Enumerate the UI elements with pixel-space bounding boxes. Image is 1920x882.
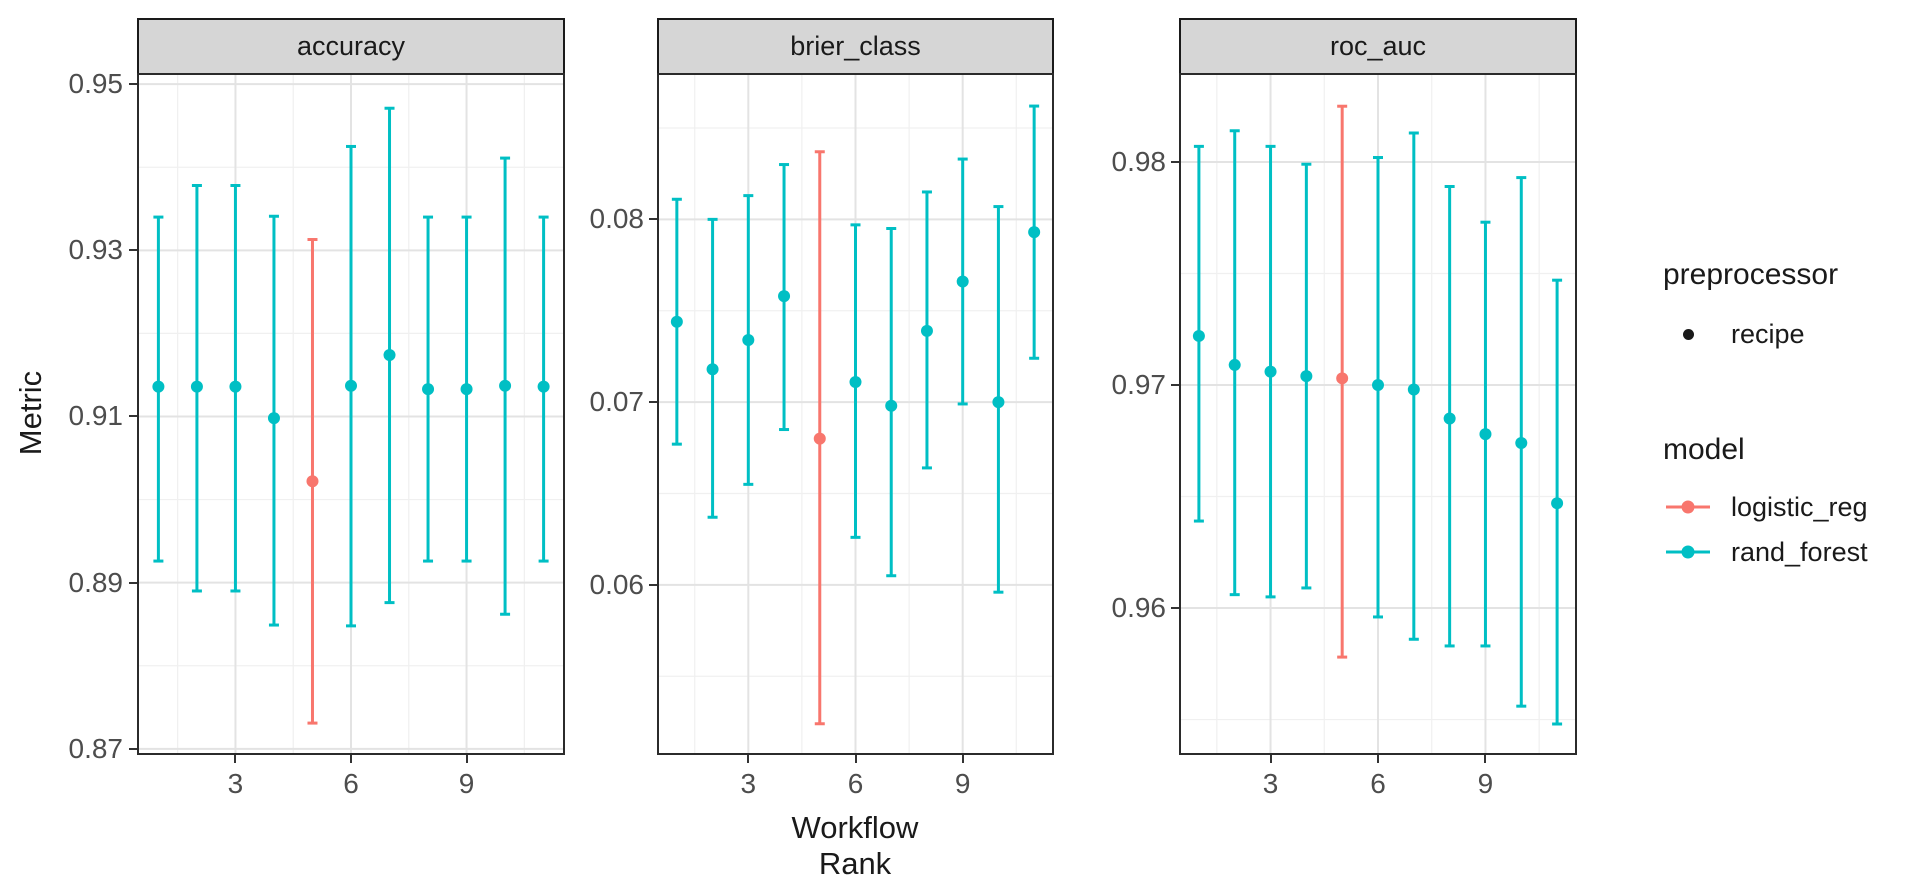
- legend-item-label: recipe: [1731, 318, 1805, 349]
- y-tick-label: 0.95: [68, 68, 124, 100]
- y-tick-label: 0.98: [1111, 145, 1167, 177]
- x-tick-mark: [1269, 755, 1272, 763]
- x-tick-label: 3: [740, 768, 757, 799]
- x-tick-mark: [350, 755, 352, 763]
- pointrange-brier_class-rank-3: [742, 194, 755, 486]
- pointrange-accuracy-rank-3: [229, 184, 242, 593]
- y-tick-mark: [129, 415, 137, 418]
- pointrange-brier_class-rank-7: [885, 227, 898, 578]
- legend-item-label: logistic_reg: [1731, 491, 1868, 522]
- facet-strip-label: accuracy: [296, 31, 406, 61]
- y-tick-label: 0.91: [68, 400, 124, 432]
- pointrange-roc_auc-rank-6: [1372, 156, 1384, 619]
- y-tick-mark: [129, 83, 137, 86]
- legend-title-preprocessor: preprocessor: [1663, 258, 1839, 291]
- x-tick-mark: [1484, 755, 1487, 763]
- x-tick-label: 9: [458, 768, 475, 799]
- facet-panel-accuracy: [137, 73, 565, 755]
- pointrange-brier_class-rank-4: [778, 163, 791, 432]
- x-tick-mark: [747, 755, 750, 763]
- rand-forest-pointrange-icon: [1663, 537, 1713, 567]
- legend-item-logistic-reg: logistic_reg: [1663, 492, 1868, 522]
- pointrange-roc_auc-rank-8: [1443, 185, 1456, 648]
- pointrange-roc_auc-rank-7: [1407, 131, 1420, 641]
- pointrange-brier_class-rank-1: [670, 197, 683, 446]
- pointrange-roc_auc-rank-3: [1264, 144, 1277, 599]
- pointrange-brier_class-rank-11: [1028, 104, 1041, 360]
- y-tick-label: 0.97: [1111, 369, 1167, 400]
- pointrange-roc_auc-rank-9: [1479, 220, 1492, 648]
- legend-item-label: rand_forest: [1731, 536, 1868, 567]
- legend-title-model: model: [1663, 433, 1745, 466]
- pointrange-accuracy-rank-6: [345, 144, 357, 628]
- pointrange-brier_class-rank-5: [813, 150, 826, 726]
- y-tick-mark: [129, 249, 137, 252]
- pointrange-brier_class-rank-2: [706, 217, 719, 519]
- y-tick-mark: [1171, 607, 1179, 610]
- x-tick-mark: [961, 755, 964, 763]
- x-tick-mark: [854, 755, 857, 763]
- y-tick-label: 0.08: [589, 203, 645, 235]
- x-tick-label: 6: [343, 768, 359, 799]
- facet-panel-brier-class: [657, 73, 1054, 755]
- facet-panel-roc-auc: [1179, 73, 1577, 755]
- y-tick-mark: [1171, 384, 1179, 386]
- pointrange-brier_class-rank-10: [992, 205, 1005, 594]
- x-tick-label: 3: [227, 768, 244, 799]
- x-tick-label: 9: [1477, 768, 1494, 799]
- x-tick-label: 9: [954, 768, 971, 799]
- pointrange-roc_auc-rank-5: [1336, 104, 1349, 659]
- facet-strip-brier-class: brier_class: [657, 18, 1054, 75]
- y-tick-label: 0.89: [68, 566, 124, 598]
- logistic-reg-pointrange-icon: [1663, 492, 1713, 522]
- facet-strip-label: roc_auc: [1329, 31, 1427, 61]
- pointrange-roc_auc-rank-4: [1300, 162, 1313, 590]
- pointrange-accuracy-rank-7: [383, 106, 396, 605]
- pointrange-accuracy-rank-11: [537, 215, 550, 563]
- pointrange-brier_class-rank-9: [956, 157, 969, 406]
- pointrange-roc_auc-rank-11: [1551, 278, 1564, 726]
- y-tick-mark: [649, 401, 657, 404]
- facet-strip-roc-auc: roc_auc: [1179, 18, 1577, 75]
- faceted-pointrange-chart: accuracy brier_class roc_auc Metric Work…: [13, 18, 1868, 881]
- y-tick-mark: [649, 583, 657, 586]
- x-tick-label: 6: [847, 768, 864, 799]
- y-tick-mark: [649, 218, 657, 221]
- pointrange-brier_class-rank-6: [849, 223, 862, 539]
- x-tick-mark: [465, 755, 468, 763]
- legend-item-recipe: recipe: [1663, 319, 1805, 349]
- facet-strip-accuracy: accuracy: [137, 18, 565, 75]
- x-tick-label: 6: [1370, 768, 1386, 799]
- pointrange-accuracy-rank-8: [422, 215, 435, 563]
- y-tick-label: 0.96: [1111, 592, 1167, 624]
- facet-strip-label: brier_class: [790, 31, 921, 61]
- pointrange-roc_auc-rank-2: [1228, 129, 1241, 597]
- x-tick-mark: [234, 755, 237, 763]
- legend-item-rand-forest: rand_forest: [1663, 537, 1868, 567]
- x-tick-mark: [1377, 755, 1379, 763]
- pointrange-roc_auc-rank-1: [1192, 144, 1205, 523]
- y-tick-label: 0.07: [589, 386, 645, 418]
- y-tick-label: 0.87: [68, 732, 124, 764]
- pointrange-accuracy-rank-9: [460, 215, 473, 563]
- pointrange-accuracy-rank-10: [499, 156, 512, 616]
- x-tick-label: 3: [1262, 768, 1279, 799]
- y-tick-label: 0.93: [68, 234, 124, 266]
- pointrange-accuracy-rank-1: [152, 215, 165, 563]
- recipe-point-icon: [1663, 319, 1713, 349]
- y-tick-mark: [1171, 160, 1179, 163]
- pointrange-brier_class-rank-8: [920, 190, 933, 470]
- x-axis-title: Workflow Rank: [791, 810, 919, 881]
- pointrange-accuracy-rank-2: [190, 184, 203, 593]
- pointrange-accuracy-rank-4: [267, 214, 280, 627]
- y-tick-mark: [129, 581, 137, 584]
- y-tick-mark: [129, 747, 137, 750]
- pointrange-roc_auc-rank-10: [1515, 176, 1528, 708]
- y-tick-label: 0.06: [589, 568, 645, 600]
- pointrange-accuracy-rank-5: [306, 238, 319, 725]
